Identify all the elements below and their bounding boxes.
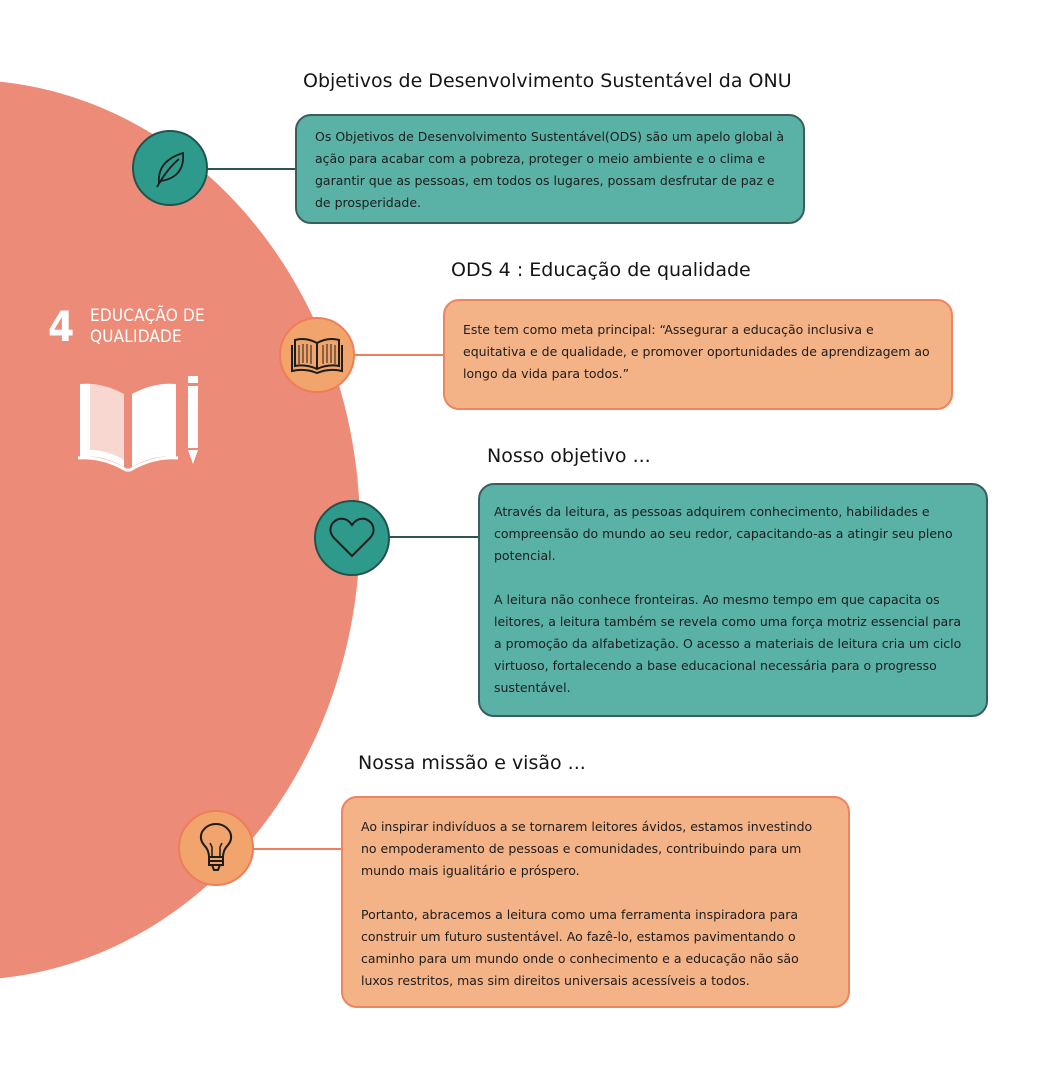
book-node (279, 317, 355, 393)
connector-line (388, 536, 480, 538)
book-and-pencil-icon (77, 376, 198, 472)
heart-icon (329, 517, 375, 558)
lightbulb-node (178, 810, 254, 886)
leaf-node (132, 130, 208, 206)
card-ods4: Este tem como meta principal: “Assegurar… (443, 299, 953, 410)
sdg-title: EDUCAÇÃO DE QUALIDADE (90, 306, 220, 348)
connector-line (253, 848, 343, 850)
card-ods: Os Objetivos de Desenvolvimento Sustentá… (295, 114, 805, 224)
card-text: Através da leitura, as pessoas adquirem … (494, 504, 953, 563)
sdg-title-line1: EDUCAÇÃO DE (90, 306, 205, 326)
connector-line (352, 354, 445, 356)
card-text: Portanto, abracemos a leitura como uma f… (361, 907, 799, 988)
section-heading-ods4: ODS 4 : Educação de qualidade (451, 259, 751, 281)
card-text: Os Objetivos de Desenvolvimento Sustentá… (315, 129, 785, 210)
card-objective: Através da leitura, as pessoas adquirem … (478, 483, 988, 717)
sdg4-badge: 4 EDUCAÇÃO DE QUALIDADE (48, 300, 208, 475)
section-heading-mission: Nossa missão e visão ... (358, 752, 586, 774)
section-heading-objective: Nosso objetivo ... (487, 445, 651, 467)
section-heading-ods: Objetivos de Desenvolvimento Sustentável… (303, 70, 792, 92)
card-mission: Ao inspirar indivíduos a se tornarem lei… (341, 796, 850, 1008)
connector-line (205, 168, 297, 170)
lightbulb-icon (199, 823, 233, 871)
heart-node (314, 500, 390, 576)
leaf-icon (156, 151, 184, 188)
sdg-title-line2: QUALIDADE (90, 327, 182, 347)
sdg-number: 4 (48, 302, 75, 351)
card-text: A leitura não conhece fronteiras. Ao mes… (494, 592, 962, 695)
card-text: Ao inspirar indivíduos a se tornarem lei… (361, 819, 813, 878)
open-book-icon (291, 338, 343, 375)
card-text: Este tem como meta principal: “Assegurar… (463, 322, 930, 381)
